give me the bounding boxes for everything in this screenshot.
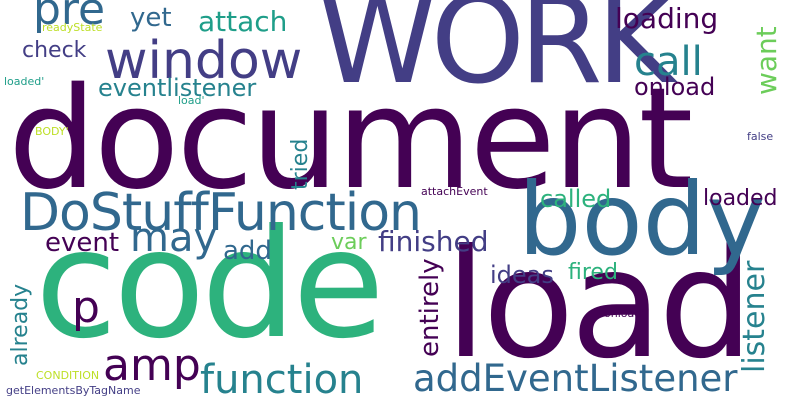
word-loaded-quoted: loaded' [4, 75, 45, 88]
word-fired: fired [568, 260, 618, 285]
word-may: may [130, 215, 218, 261]
word-document: document [8, 58, 693, 221]
word-called: called [540, 185, 612, 213]
word-body-quoted: BODY' [35, 125, 69, 138]
word-entirely: entirely [415, 258, 445, 357]
word-code: code [35, 198, 385, 372]
word-finished: finished [378, 225, 489, 258]
word-call: call [634, 39, 703, 85]
word-already: already [8, 283, 33, 366]
word-p: p [72, 282, 100, 333]
word-check: check [22, 38, 87, 63]
word-add: add [223, 236, 272, 266]
word-window: window [105, 31, 303, 91]
word-pre: pre [33, 0, 106, 35]
word-tried: tried [288, 138, 313, 190]
word-loaded: loaded [703, 186, 778, 211]
word-amp: amp [103, 340, 201, 391]
word-getelementsbytagname: getElementsByTagName [6, 384, 141, 397]
word-event: event [45, 228, 120, 258]
word-load-quoted: load' [178, 94, 205, 107]
word-onload: onload [634, 73, 716, 101]
word-attach: attach [198, 5, 288, 38]
word-yet: yet [130, 3, 172, 33]
word-var: var [331, 230, 367, 255]
word-want: want [750, 26, 783, 95]
word-attachevent: attachEvent [421, 185, 488, 198]
word-load: load [445, 218, 754, 392]
word-work: WORK [318, 0, 675, 111]
word-false: false [747, 130, 774, 143]
word-body: body [518, 161, 766, 278]
word-condition: CONDITION [36, 369, 100, 382]
word-loading: loading [615, 2, 719, 35]
word-dostufffunction: DoStuffFunction [20, 183, 422, 243]
word-readystate: readyState [42, 21, 103, 34]
word-listener: listener [737, 260, 772, 373]
word-eventlistener: eventlistener [98, 74, 257, 102]
word-ideas: ideas [490, 261, 554, 289]
word-onload-quoted: onload' [604, 307, 645, 320]
word-function: function [200, 357, 364, 400]
word-addeventlistener: addEventListener [413, 357, 738, 400]
